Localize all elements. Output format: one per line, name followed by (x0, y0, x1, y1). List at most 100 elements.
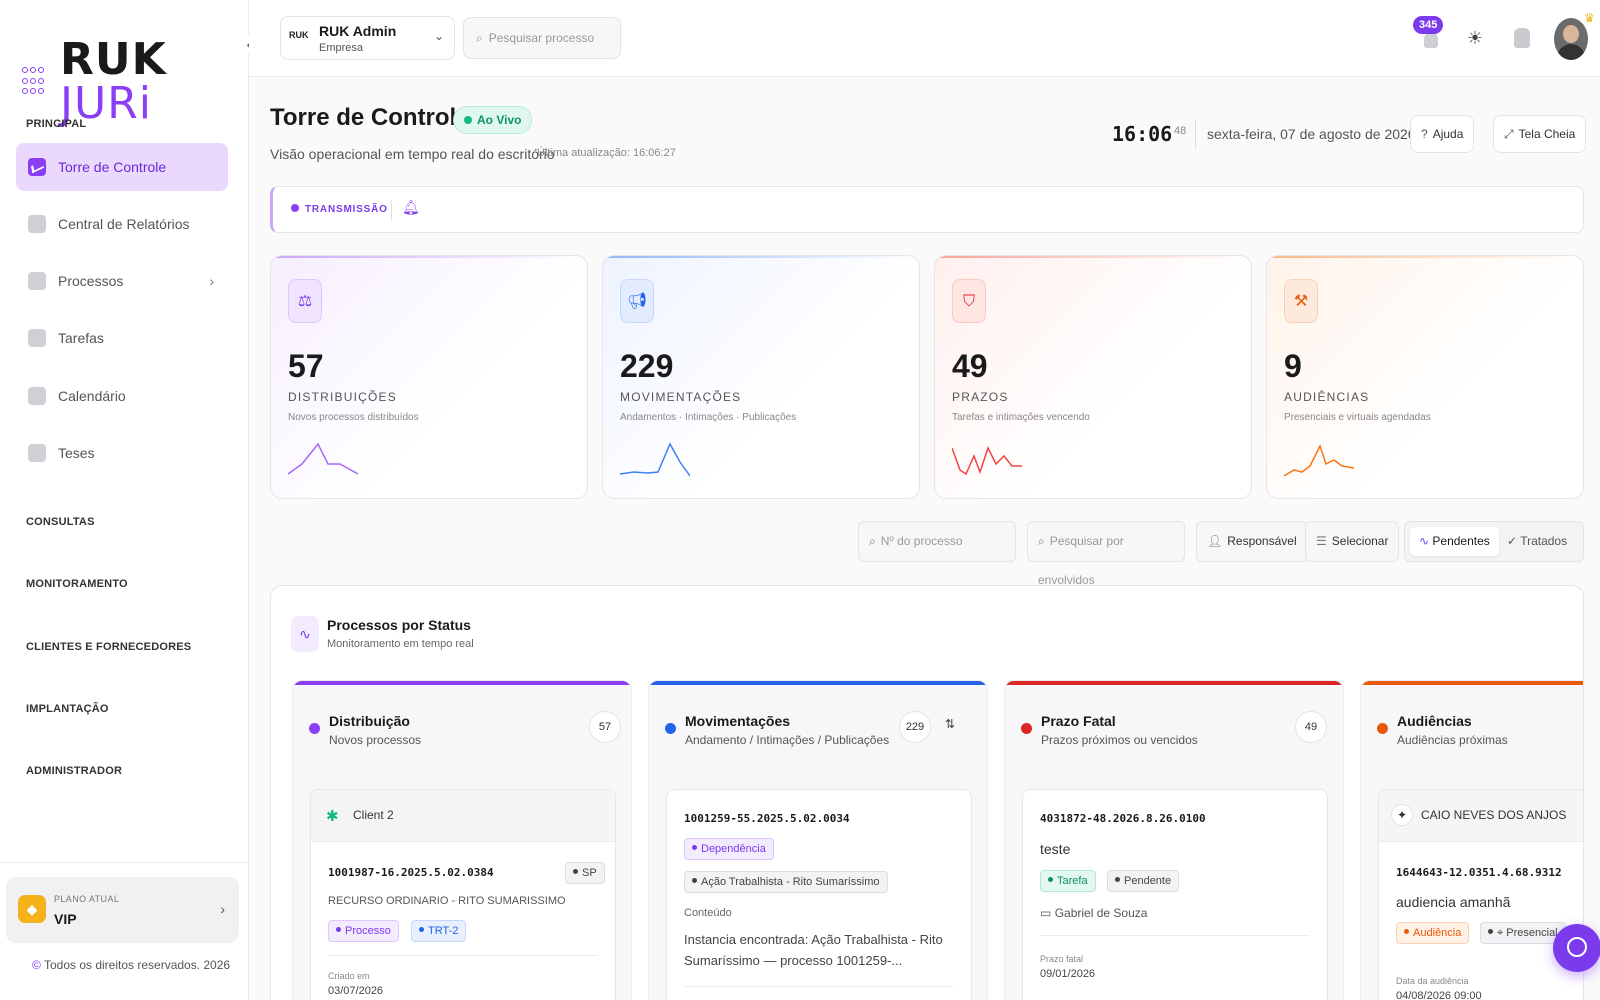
mode-tag: ⌖ Presencial (1480, 922, 1566, 944)
section-implantacao[interactable]: IMPLANTAÇÃO (26, 703, 109, 715)
page-subtitle: Visão operacional em tempo real do escri… (270, 146, 555, 162)
tab-tratados[interactable]: ✓ Tratados (1498, 527, 1576, 556)
section-monitoramento[interactable]: MONITORAMENTO (26, 578, 128, 590)
type-tag: Processo (328, 920, 399, 942)
column-accent (1361, 681, 1583, 685)
process-number[interactable]: 4031872-48.2026.8.26.0100 (1040, 812, 1206, 825)
section-administrador[interactable]: ADMINISTRADOR (26, 765, 123, 777)
trend-icon (28, 158, 46, 176)
stat-label: AUDIÊNCIAS (1284, 390, 1370, 404)
sparkle-icon: ✦ (1391, 804, 1413, 826)
dependency-tag: Dependência (684, 838, 774, 860)
live-dot-icon (464, 116, 472, 124)
sparkline (620, 442, 690, 477)
column-accent (293, 681, 631, 685)
bar-chart-icon (28, 215, 46, 233)
stat-card-audiencias[interactable]: ⚒ 9 AUDIÊNCIAS Presenciais e virtuais ag… (1266, 255, 1584, 499)
sparkline (1284, 444, 1354, 477)
column-subtitle: Andamento / Intimações / Publicações (685, 733, 890, 747)
process-number[interactable]: 1001987-16.2025.5.02.0384 (328, 866, 494, 879)
stat-card-distribuicoes[interactable]: ⚖ 57 DISTRIBUIÇÕES Novos processos distr… (270, 255, 588, 499)
sidebar-item-tarefas[interactable]: Tarefas (16, 314, 228, 362)
live-label: Ao Vivo (477, 113, 522, 127)
divider (391, 200, 392, 220)
stat-card-movimentacoes[interactable]: 📢︎ 229 MOVIMENTAÇÕES Andamentos · Intima… (602, 255, 920, 499)
column-title: Movimentações (685, 713, 791, 729)
process-card[interactable]: ✦ CAIO NEVES DOS ANJOS 1644643-12.0351.4… (1378, 789, 1583, 1000)
fullscreen-button[interactable]: ⤢ Tela Cheia (1493, 115, 1587, 153)
copyright-text: Todos os direitos reservados. 2026 (43, 958, 231, 972)
status-dot-icon (309, 723, 320, 734)
card-header: ✱ Client 2 (311, 790, 615, 842)
status-column-movimentacoes: Movimentações Andamento / Intimações / P… (648, 680, 988, 1000)
ticker-label: TRANSMISSÃO (291, 204, 388, 215)
clipboard-icon: ▭ (1040, 906, 1052, 920)
activity-icon: ∿ (291, 616, 319, 652)
notifications-button[interactable]: 345 (1413, 16, 1446, 52)
action-type-tag: Ação Trabalhista - Rito Sumaríssimo (684, 871, 888, 893)
column-subtitle: Prazos próximos ou vencidos (1041, 733, 1198, 747)
sidebar-item-teses[interactable]: Teses (16, 429, 228, 477)
sparkline (288, 442, 358, 475)
hearing-date: 04/08/2026 09:00 (1396, 990, 1482, 1000)
pending-tag: Pendente (1107, 870, 1180, 892)
company-selector[interactable]: RUK RUK Admin Empresa ⌄ (280, 16, 455, 60)
deadline-date: 09/01/2026 (1040, 968, 1096, 980)
stat-subtitle: Andamentos · Intimações · Publicações (620, 412, 797, 423)
section-clientes-fornecedores[interactable]: CLIENTES E FORNECEDORES (26, 641, 192, 653)
court-tag: TRT-2 (411, 920, 467, 942)
column-count: 229 (899, 711, 931, 743)
search-placeholder: Pesquisar processo (488, 31, 595, 45)
process-search-input[interactable]: ⌕ Pesquisar processo (463, 17, 621, 59)
hearing-title: audiencia amanhã (1396, 894, 1511, 910)
section-consultas[interactable]: CONSULTAS (26, 516, 95, 528)
selecionar-button[interactable]: ☰ Selecionar (1305, 521, 1400, 562)
card-header: ✦ CAIO NEVES DOS ANJOS (1379, 790, 1583, 842)
company-logo: RUK (289, 30, 309, 40)
divider (328, 955, 598, 956)
sidebar-item-label: Central de Relatórios (58, 216, 190, 232)
sidebar-item-label: Tarefas (58, 330, 104, 346)
process-card[interactable]: 1001259-55.2025.5.02.0034 Dependência Aç… (666, 789, 972, 1000)
crown-icon: ♛ (1584, 11, 1595, 25)
created-date: 03/07/2026 (328, 985, 384, 997)
document-edit-icon (28, 444, 46, 462)
sidebar-item-calendario[interactable]: Calendário (16, 372, 228, 420)
process-number[interactable]: 1644643-12.0351.4.68.9312 (1396, 866, 1562, 879)
created-label: Criado em (328, 971, 370, 981)
involved-search-input[interactable]: ⌕ Pesquisar por envolvidos (1027, 521, 1185, 587)
process-number[interactable]: 1001259-55.2025.5.02.0034 (684, 812, 850, 825)
company-name: RUK Admin (319, 23, 397, 39)
plan-label: PLANO ATUAL (54, 894, 120, 904)
stat-card-prazos[interactable]: ⛉ 49 PRAZOS Tarefas e intimações vencend… (934, 255, 1252, 499)
sidebar-item-processos[interactable]: Processos › (16, 257, 228, 305)
theme-toggle-sun-icon[interactable]: ☀ (1466, 28, 1484, 48)
process-card[interactable]: 4031872-48.2026.8.26.0100 teste Tarefa P… (1022, 789, 1328, 1000)
brand[interactable]: RUK JURi (22, 38, 248, 126)
process-number-input[interactable]: ⌕ Nº do processo (858, 521, 1016, 562)
client-name: Client 2 (353, 808, 394, 822)
chat-button[interactable] (1553, 924, 1600, 972)
stat-subtitle: Novos processos distribuídos (288, 412, 419, 423)
plan-value: VIP (54, 911, 77, 927)
content-text: Instancia encontrada: Ação Trabalhista -… (684, 932, 943, 968)
status-panel: ∿ Processos por Status Monitoramento em … (270, 585, 1584, 1000)
sidebar-item-torre-de-controle[interactable]: Torre de Controle (16, 143, 228, 191)
help-button[interactable]: ? Ajuda (1410, 115, 1475, 153)
avatar[interactable] (1554, 18, 1588, 60)
plan-card[interactable]: ◆ PLANO ATUAL VIP › (6, 877, 239, 943)
sidebar-item-central-relatorios[interactable]: Central de Relatórios (16, 200, 228, 248)
column-filter-icon[interactable]: ⇅ (945, 717, 956, 731)
lock-icon[interactable] (1514, 28, 1530, 48)
content-label: Conteúdo (684, 907, 732, 919)
help-icon: ? (1421, 127, 1428, 141)
responsavel-button[interactable]: 👤︎ Responsável (1196, 521, 1308, 562)
column-accent (1005, 681, 1343, 685)
responsible: ▭ Gabriel de Souza (1040, 906, 1147, 920)
process-card[interactable]: ✱ Client 2 1001987-16.2025.5.02.0384 SP … (310, 789, 616, 1000)
apps-grid-icon[interactable] (22, 67, 44, 97)
divider (0, 862, 249, 863)
tab-pendentes[interactable]: ∿ Pendentes (1410, 527, 1499, 556)
checklist-icon (28, 329, 46, 347)
search-icon: ⌕ (1038, 534, 1045, 548)
